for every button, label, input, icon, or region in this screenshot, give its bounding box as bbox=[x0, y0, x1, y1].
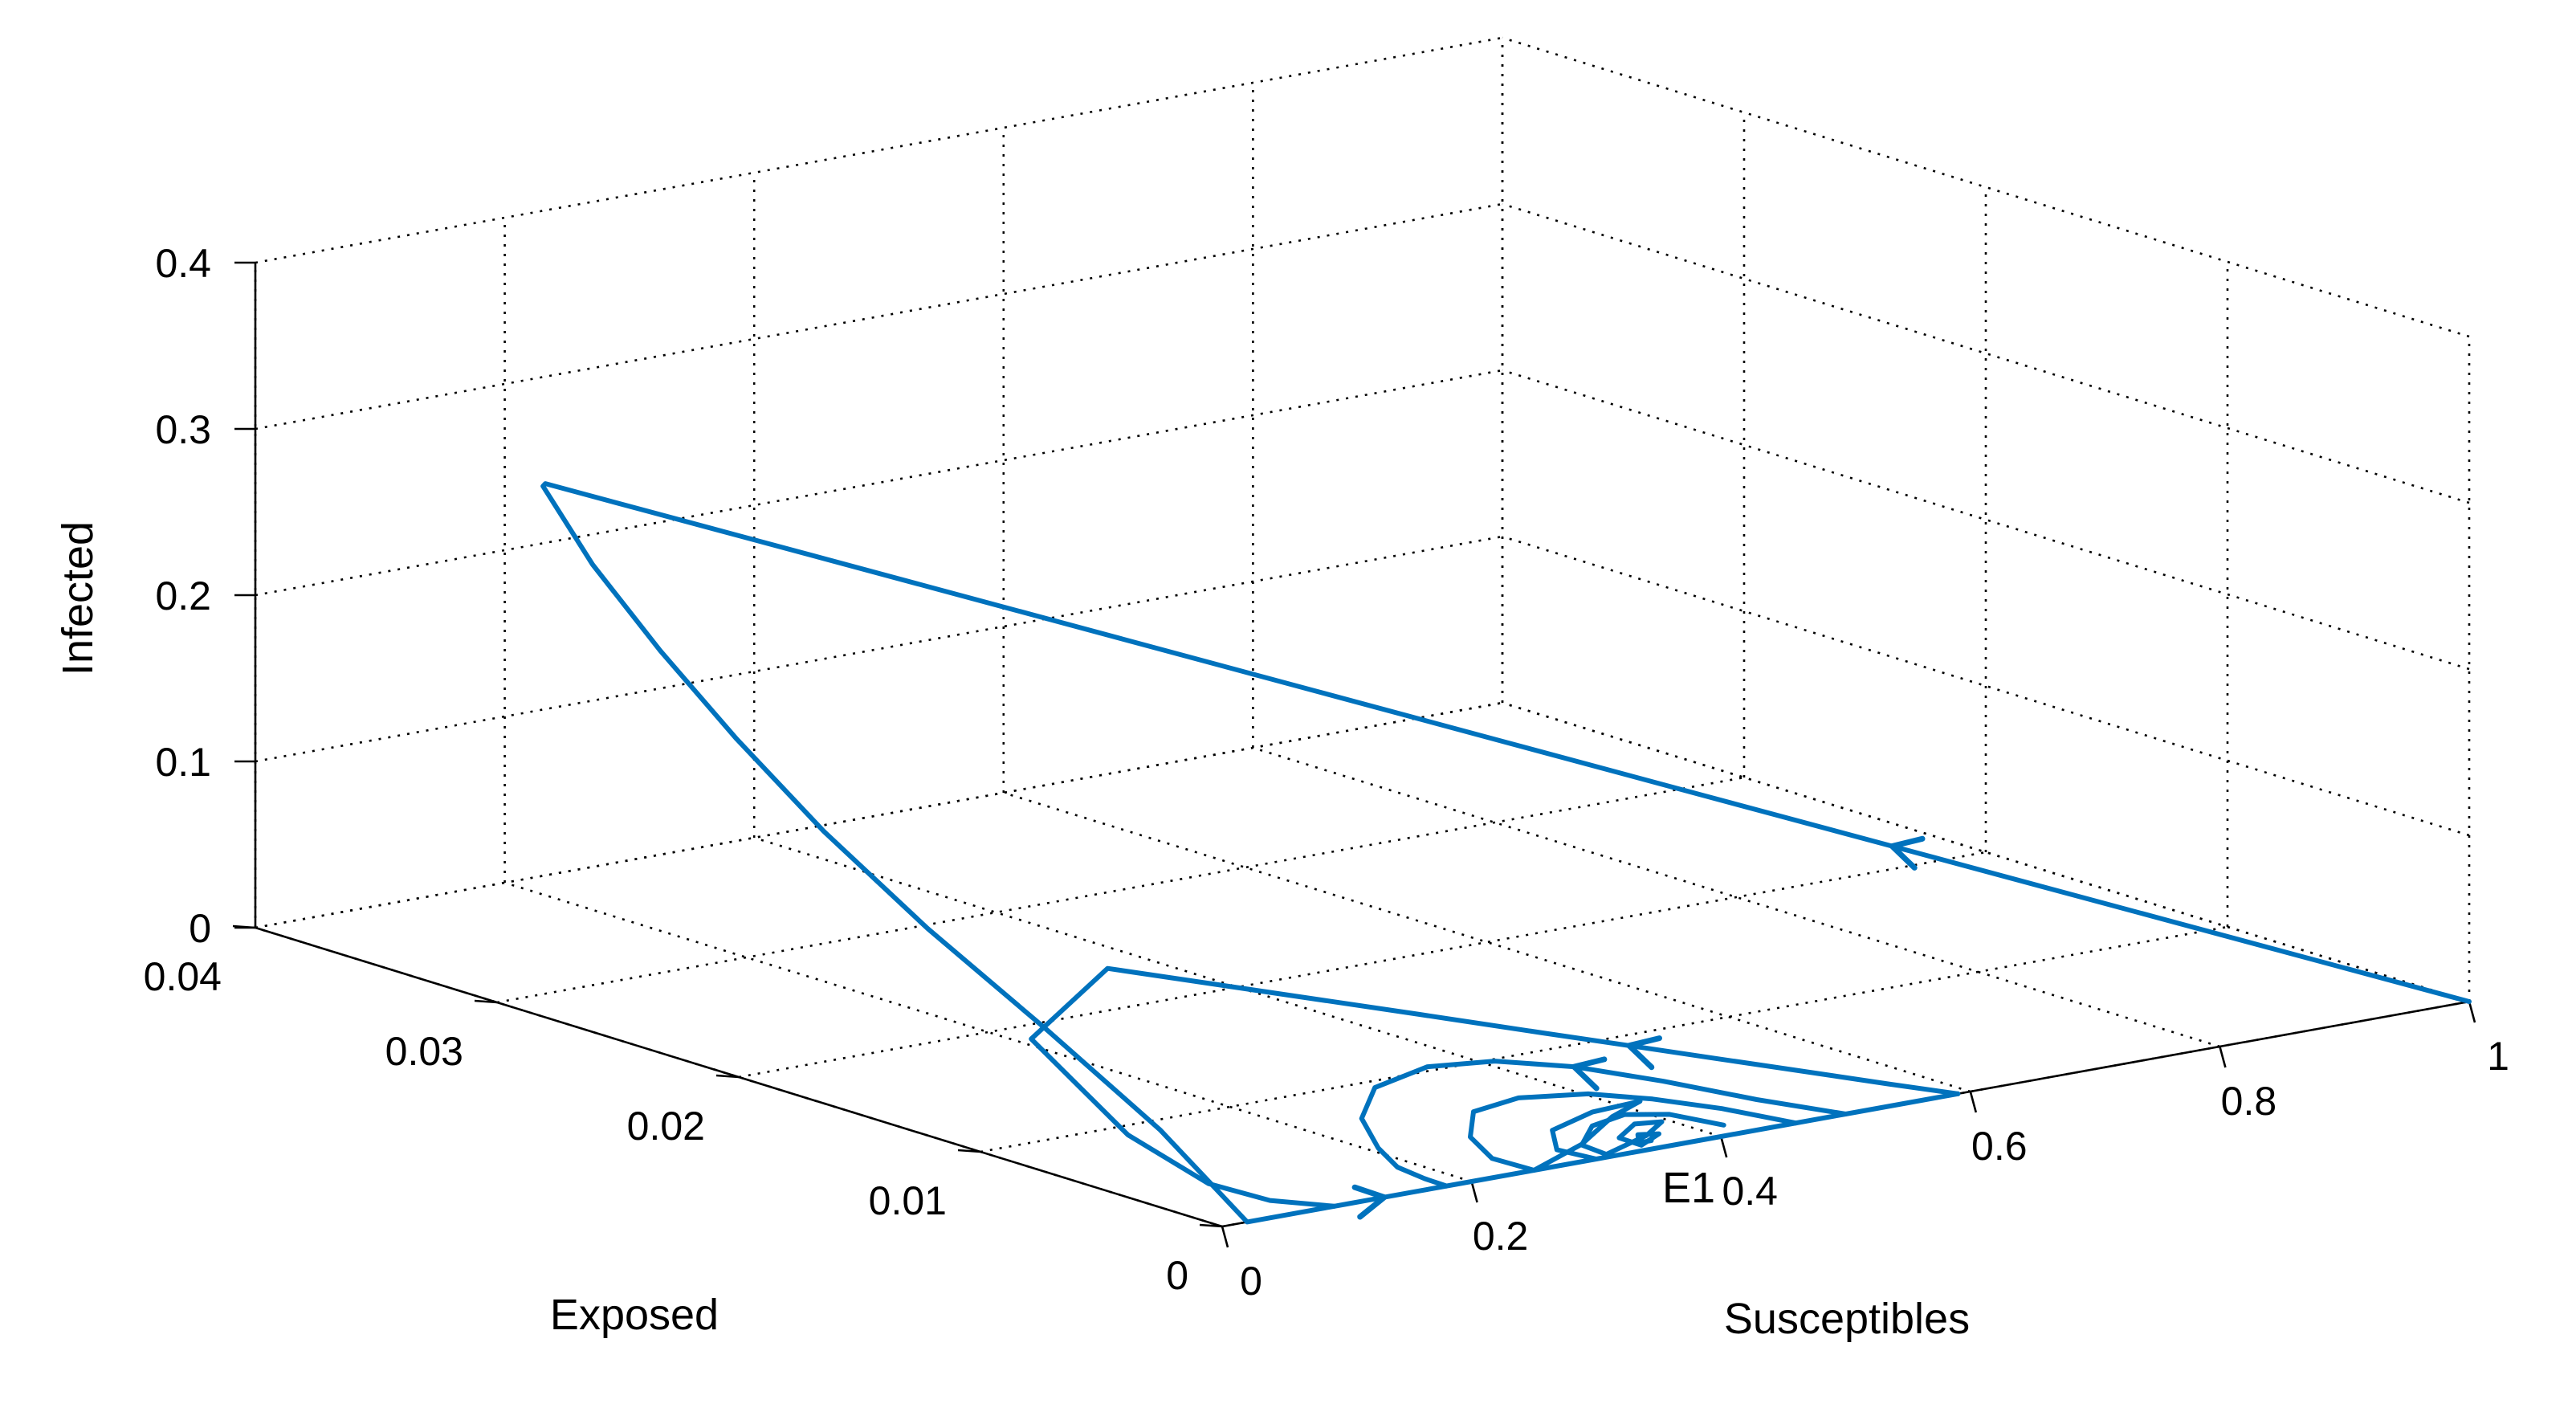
flow-arrow bbox=[1626, 1035, 1662, 1071]
z-tick-label: 0.4 bbox=[155, 241, 211, 286]
flow-arrow bbox=[1571, 1056, 1608, 1092]
y-tick-label: 0.01 bbox=[869, 1178, 947, 1223]
z-tick-label: 0.2 bbox=[155, 573, 211, 618]
y-tick-label: 0.03 bbox=[385, 1029, 463, 1074]
trajectory-3 bbox=[1468, 1091, 1799, 1173]
trajectories bbox=[540, 481, 2472, 1225]
z-tick-label: 0.1 bbox=[155, 740, 211, 785]
y-axis-label: Exposed bbox=[550, 1291, 719, 1339]
trajectory-1 bbox=[1029, 965, 1961, 1209]
x-tick bbox=[1221, 1226, 1229, 1248]
x-tick-label: 0.4 bbox=[1722, 1169, 1778, 1214]
direction-arrows bbox=[1351, 835, 1926, 1220]
grid-line bbox=[255, 369, 1503, 597]
y-tick bbox=[474, 999, 498, 1004]
y-tick bbox=[1199, 1223, 1223, 1228]
grid-line bbox=[1502, 369, 2470, 671]
grid-line bbox=[1502, 202, 2470, 504]
grid-line bbox=[255, 535, 1503, 763]
y-tick-label: 0 bbox=[1166, 1253, 1188, 1298]
trajectory-2 bbox=[1359, 1059, 1848, 1189]
trajectory-0 bbox=[540, 481, 2472, 1225]
y-tick-label: 0.04 bbox=[144, 954, 222, 999]
z-tick-label: 0 bbox=[189, 906, 211, 951]
x-tick-label: 0.8 bbox=[2221, 1079, 2277, 1124]
z-tick-label: 0.3 bbox=[155, 407, 211, 452]
grid-line bbox=[255, 701, 1503, 929]
grid-lines bbox=[254, 36, 2471, 1228]
x-tick bbox=[2219, 1046, 2227, 1068]
trajectory-4 bbox=[1579, 1112, 1726, 1157]
axes bbox=[232, 261, 2476, 1248]
x-tick bbox=[1969, 1091, 1978, 1113]
x-tick-label: 0.2 bbox=[1473, 1214, 1529, 1259]
y-tick bbox=[957, 1149, 981, 1153]
x-tick bbox=[1719, 1136, 1728, 1158]
equilibrium-label: E1 bbox=[1662, 1164, 1715, 1212]
x-tick bbox=[1470, 1181, 1478, 1203]
flow-arrow bbox=[1889, 835, 1926, 871]
z-axis-label: Infected bbox=[54, 521, 102, 675]
x-axis-label: Susceptibles bbox=[1724, 1295, 1970, 1343]
grid-line bbox=[255, 202, 1503, 431]
x-tick-label: 1 bbox=[2487, 1034, 2509, 1079]
x-tick-label: 0.6 bbox=[1971, 1124, 2028, 1169]
grid-line bbox=[255, 36, 1503, 264]
grid-line bbox=[980, 925, 2228, 1153]
x-tick-label: 0 bbox=[1240, 1259, 1262, 1304]
grid-line bbox=[255, 701, 1503, 929]
flow-arrow bbox=[1351, 1184, 1388, 1220]
grid-line bbox=[738, 851, 1987, 1079]
tick-labels: 00.20.40.60.8100.010.020.030.0400.10.20.… bbox=[144, 241, 2509, 1304]
y-tick-label: 0.02 bbox=[627, 1104, 705, 1149]
x-tick bbox=[2468, 1001, 2476, 1023]
y-tick bbox=[715, 1074, 740, 1079]
grid-line bbox=[1003, 791, 1971, 1093]
